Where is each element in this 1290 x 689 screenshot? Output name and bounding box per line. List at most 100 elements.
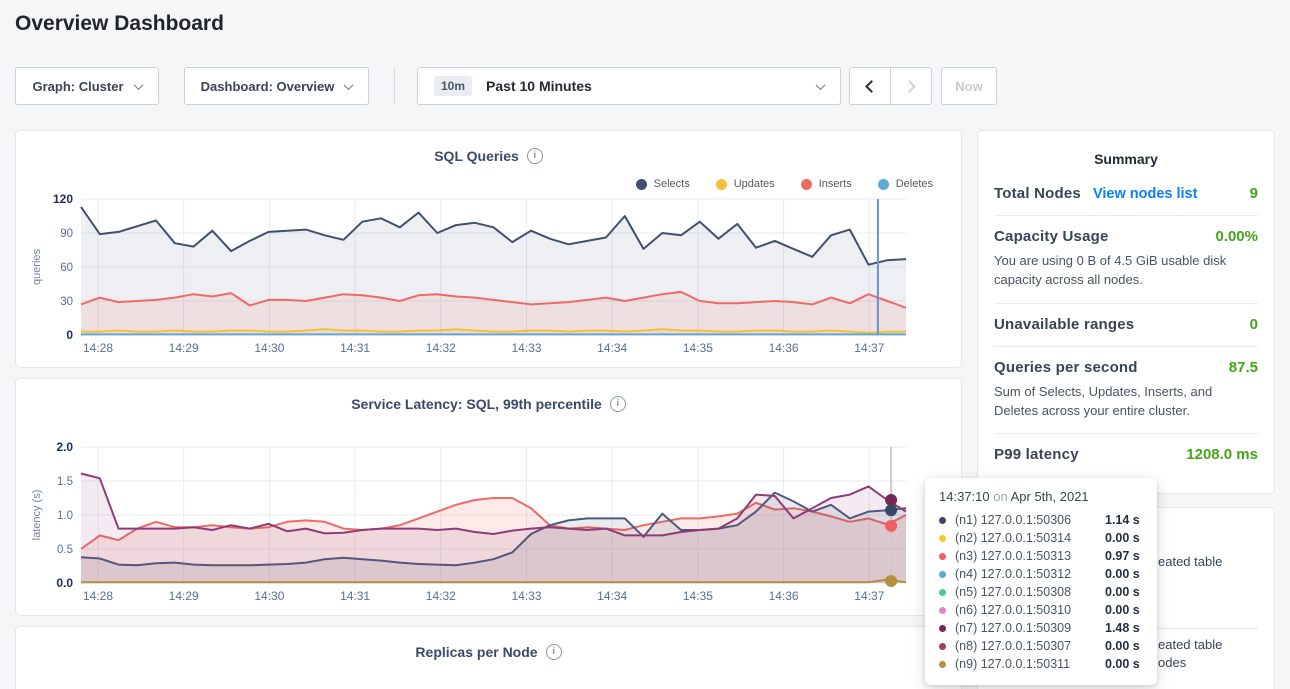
summary-total-nodes: Total Nodes View nodes list 9 xyxy=(994,173,1258,216)
svg-text:14:31: 14:31 xyxy=(340,341,370,355)
svg-text:14:28: 14:28 xyxy=(83,341,113,355)
series-color-dot xyxy=(939,607,946,614)
event-item-fragment: odes xyxy=(1158,655,1186,670)
svg-text:14:33: 14:33 xyxy=(511,341,541,355)
series-color-dot xyxy=(939,643,946,650)
svg-text:queries: queries xyxy=(31,248,43,285)
capacity-usage-label: Capacity Usage xyxy=(994,228,1109,245)
tooltip-node-row: (n1) 127.0.0.1:503061.14 s xyxy=(939,511,1143,529)
svg-text:90: 90 xyxy=(60,228,73,240)
qps-label: Queries per second xyxy=(994,359,1138,376)
svg-text:14:29: 14:29 xyxy=(169,589,199,603)
event-item-fragment: eated table xyxy=(1158,637,1222,652)
svg-text:14:30: 14:30 xyxy=(254,341,284,355)
svg-text:60: 60 xyxy=(60,262,73,274)
summary-unavailable-ranges: Unavailable ranges 0 xyxy=(994,304,1258,347)
svg-text:14:37: 14:37 xyxy=(854,341,884,355)
svg-text:14:37: 14:37 xyxy=(854,589,884,603)
tooltip-node-row: (n6) 127.0.0.1:503100.00 s xyxy=(939,601,1143,619)
svg-text:0.0: 0.0 xyxy=(56,576,73,590)
series-color-dot xyxy=(939,661,946,668)
info-icon[interactable]: i xyxy=(546,644,562,660)
dashboard-dropdown[interactable]: Dashboard: Overview xyxy=(184,67,369,105)
chevron-left-icon xyxy=(865,80,878,93)
time-next-button xyxy=(890,67,932,105)
total-nodes-label: Total Nodes xyxy=(994,185,1081,202)
controls-divider xyxy=(394,67,395,105)
time-range-dropdown[interactable]: 10m Past 10 Minutes xyxy=(417,67,841,105)
tooltip-node-row: (n8) 127.0.0.1:503070.00 s xyxy=(939,637,1143,655)
svg-text:2.0: 2.0 xyxy=(56,440,73,454)
replicas-per-node-title: Replicas per Node i xyxy=(16,627,961,660)
tooltip-node-row: (n9) 127.0.0.1:503110.00 s xyxy=(939,655,1143,673)
total-nodes-value: 9 xyxy=(1250,185,1258,202)
svg-text:30: 30 xyxy=(60,296,73,308)
svg-text:14:34: 14:34 xyxy=(597,589,627,603)
series-color-dot xyxy=(939,517,946,524)
event-item-fragment: eated table xyxy=(1158,554,1222,569)
time-prev-button[interactable] xyxy=(849,67,891,105)
svg-text:14:32: 14:32 xyxy=(426,341,456,355)
svg-text:14:32: 14:32 xyxy=(426,589,456,603)
dashboard-dropdown-label: Dashboard: Overview xyxy=(201,79,335,94)
service-latency-panel: Service Latency: SQL, 99th percentile i … xyxy=(15,378,962,616)
series-color-dot xyxy=(939,535,946,542)
chevron-right-icon xyxy=(903,80,916,93)
tooltip-node-row: (n2) 127.0.0.1:503140.00 s xyxy=(939,529,1143,547)
capacity-usage-value: 0.00% xyxy=(1215,228,1258,245)
p99-latency-label: P99 latency xyxy=(994,446,1079,463)
p99-latency-value: 1208.0 ms xyxy=(1186,446,1258,463)
svg-text:14:31: 14:31 xyxy=(340,589,370,603)
svg-text:1.0: 1.0 xyxy=(57,510,73,522)
tooltip-node-list: (n1) 127.0.0.1:503061.14 s(n2) 127.0.0.1… xyxy=(939,511,1143,673)
svg-text:14:36: 14:36 xyxy=(769,341,799,355)
series-color-dot xyxy=(939,589,946,596)
tooltip-timestamp: 14:37:10 on Apr 5th, 2021 xyxy=(939,489,1143,504)
svg-text:14:36: 14:36 xyxy=(769,589,799,603)
svg-text:1.5: 1.5 xyxy=(57,476,73,488)
replicas-per-node-panel: Replicas per Node i xyxy=(15,626,962,689)
series-color-dot xyxy=(939,571,946,578)
svg-text:14:35: 14:35 xyxy=(683,589,713,603)
summary-heading: Summary xyxy=(994,151,1258,167)
graph-dropdown-label: Graph: Cluster xyxy=(32,79,123,94)
sql-queries-panel: SQL Queries i SelectsUpdatesInsertsDelet… xyxy=(15,130,962,368)
chevron-down-icon xyxy=(344,80,354,90)
svg-text:14:28: 14:28 xyxy=(83,589,113,603)
graph-dropdown[interactable]: Graph: Cluster xyxy=(15,67,159,105)
unavailable-ranges-label: Unavailable ranges xyxy=(994,316,1134,333)
unavailable-ranges-value: 0 xyxy=(1250,316,1258,333)
tooltip-node-row: (n5) 127.0.0.1:503080.00 s xyxy=(939,583,1143,601)
svg-text:14:33: 14:33 xyxy=(511,589,541,603)
series-color-dot xyxy=(939,553,946,560)
capacity-usage-description: You are using 0 B of 4.5 GiB usable disk… xyxy=(994,252,1258,290)
service-latency-chart[interactable]: 14:28 14:29 14:30 14:31 14:32 14:33 14:34 14:35… xyxy=(16,379,963,617)
summary-p99-latency: P99 latency 1208.0 ms xyxy=(994,434,1258,476)
time-range-badge: 10m xyxy=(434,76,472,96)
svg-text:14:34: 14:34 xyxy=(597,341,627,355)
series-color-dot xyxy=(939,625,946,632)
qps-description: Sum of Selects, Updates, Inserts, and De… xyxy=(994,383,1258,421)
svg-text:14:29: 14:29 xyxy=(169,341,199,355)
qps-value: 87.5 xyxy=(1229,359,1258,376)
view-nodes-list-link[interactable]: View nodes list xyxy=(1093,186,1198,202)
tooltip-node-row: (n7) 127.0.0.1:503091.48 s xyxy=(939,619,1143,637)
svg-text:0.5: 0.5 xyxy=(57,544,73,556)
time-range-label: Past 10 Minutes xyxy=(486,78,592,94)
tooltip-node-row: (n3) 127.0.0.1:503130.97 s xyxy=(939,547,1143,565)
summary-capacity-usage: Capacity Usage 0.00% You are using 0 B o… xyxy=(994,216,1258,304)
chevron-down-icon xyxy=(816,80,826,90)
summary-panel: Summary Total Nodes View nodes list 9 Ca… xyxy=(977,130,1275,494)
svg-text:120: 120 xyxy=(53,192,73,206)
time-now-button: Now xyxy=(941,67,997,105)
page-title: Overview Dashboard xyxy=(15,12,224,36)
sql-queries-chart[interactable]: 14:28 14:29 14:30 14:31 14:32 14:33 14:34 14:35… xyxy=(16,131,963,369)
tooltip-node-row: (n4) 127.0.0.1:503120.00 s xyxy=(939,565,1143,583)
svg-text:0: 0 xyxy=(66,328,73,342)
chevron-down-icon xyxy=(133,80,143,90)
svg-text:14:35: 14:35 xyxy=(683,341,713,355)
now-button-label: Now xyxy=(955,79,982,94)
chart-hover-tooltip: 14:37:10 on Apr 5th, 2021 (n1) 127.0.0.1… xyxy=(925,478,1157,685)
summary-queries-per-second: Queries per second 87.5 Sum of Selects, … xyxy=(994,347,1258,435)
svg-text:14:30: 14:30 xyxy=(254,589,284,603)
